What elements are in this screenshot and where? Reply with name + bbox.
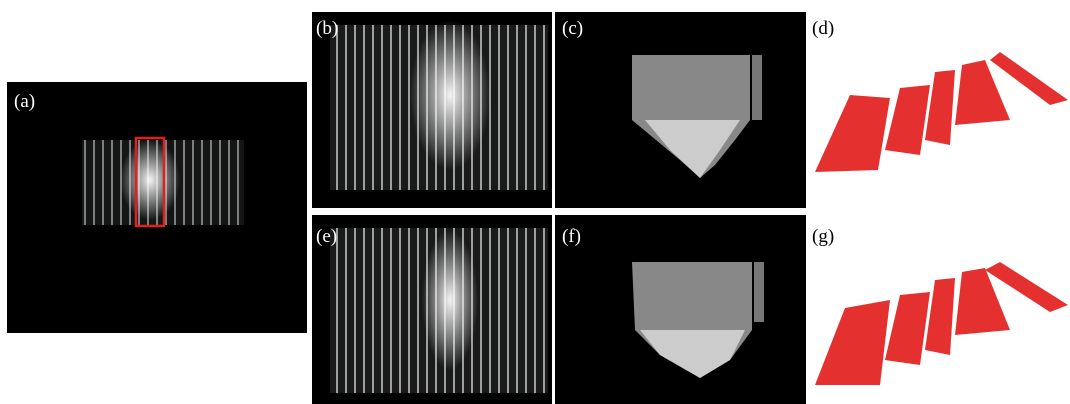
- panel-label: (c): [562, 18, 583, 39]
- panel-d: (d): [812, 18, 1068, 172]
- figure: (a) (b) (c) (d) (e) (f): [0, 0, 1070, 404]
- panel-label: (b): [316, 18, 338, 39]
- panel-a: (a): [7, 82, 307, 333]
- panel-label: (g): [812, 226, 834, 247]
- panel-label: (d): [812, 18, 834, 39]
- panel-label: (a): [14, 91, 35, 112]
- panel-c: (c): [555, 12, 806, 208]
- panel-b: (b): [312, 12, 552, 208]
- panel-label: (e): [316, 226, 337, 247]
- panel-label: (f): [562, 226, 581, 247]
- panel-e: (e): [312, 215, 552, 404]
- panel-f: (f): [555, 215, 806, 404]
- panel-g: (g): [812, 226, 1068, 385]
